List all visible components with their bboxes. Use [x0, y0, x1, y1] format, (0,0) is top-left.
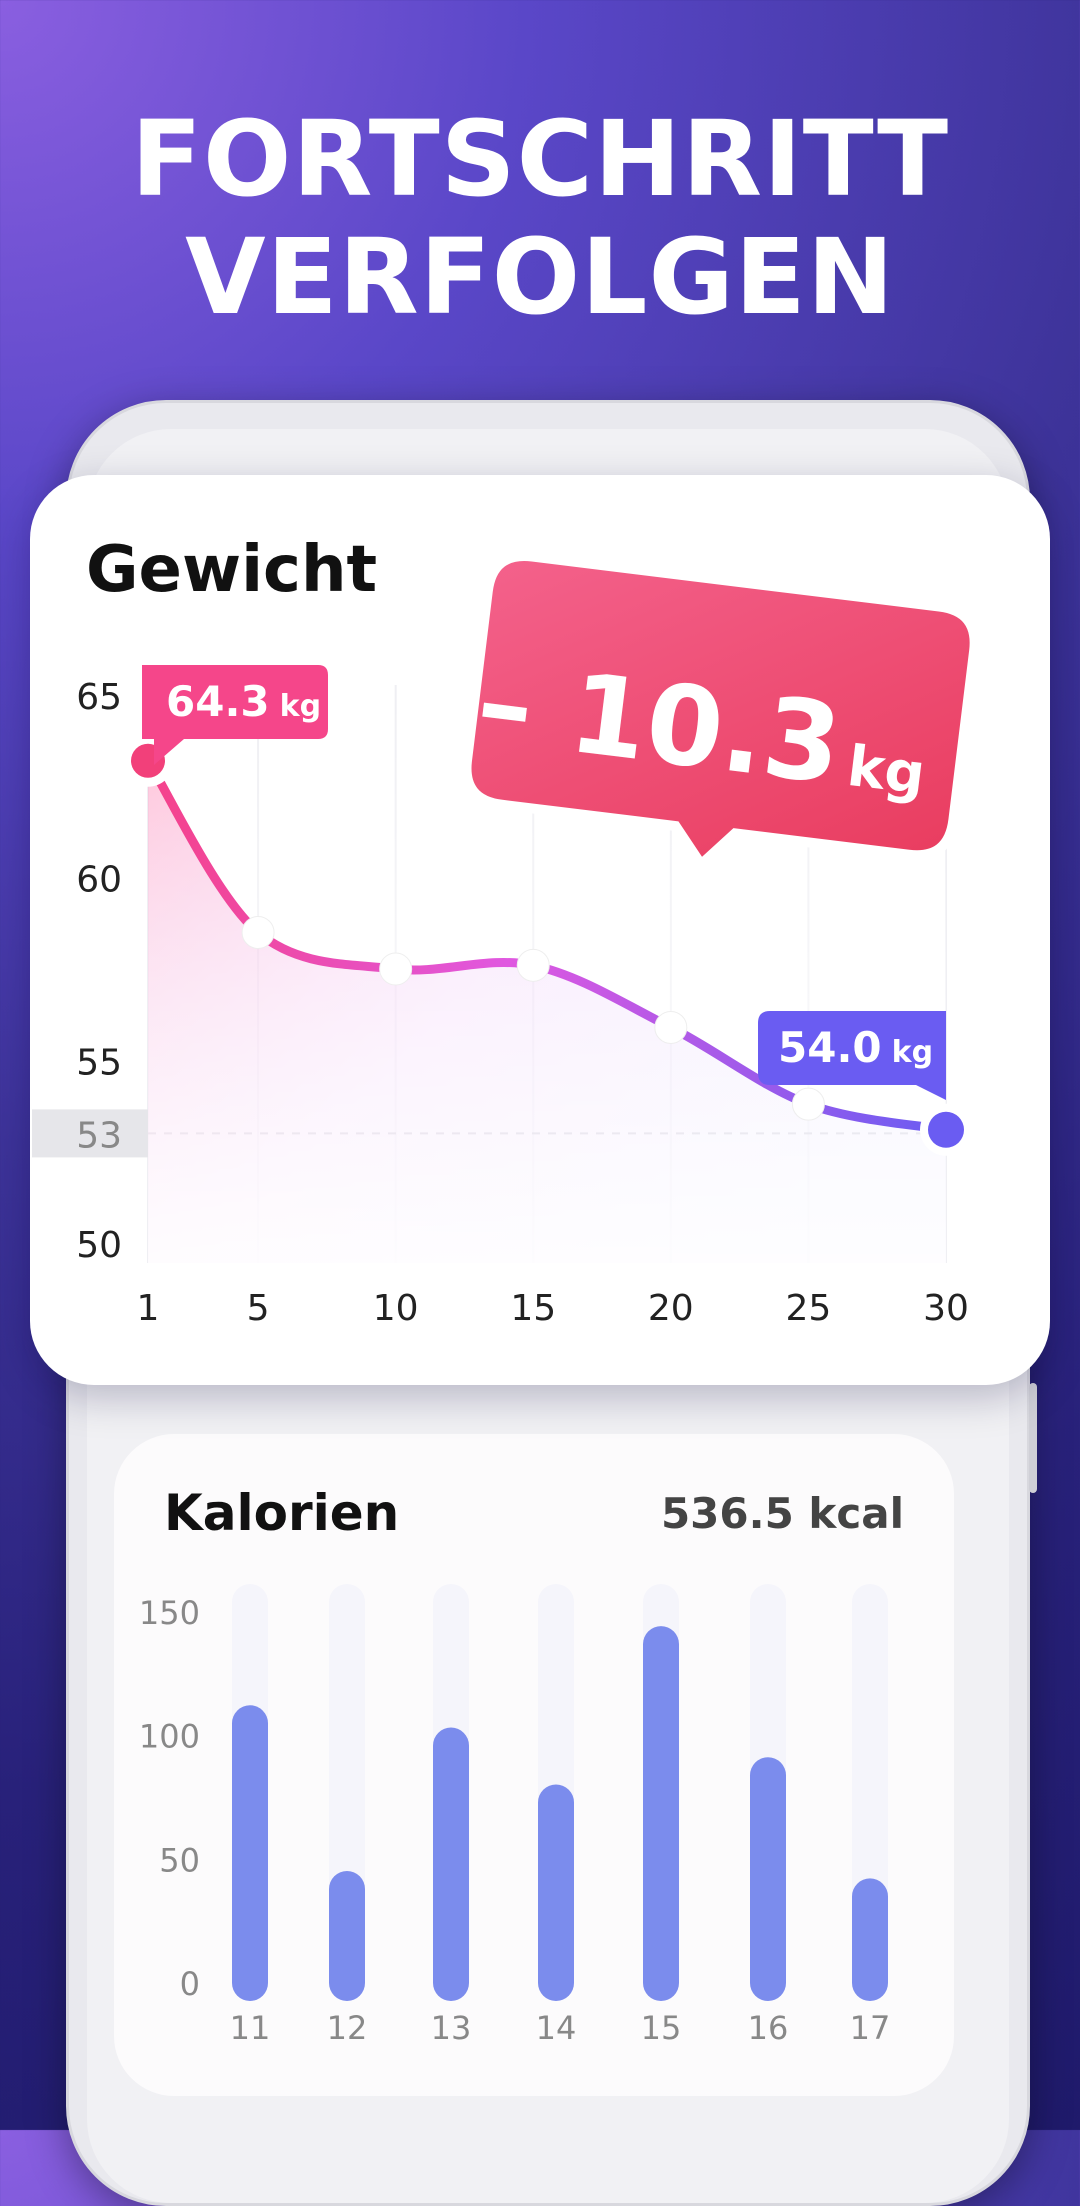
cal-y-tick-label: 150: [139, 1594, 200, 1632]
x-tick-label: 5: [247, 1288, 270, 1329]
cal-x-tick-label: 14: [536, 2009, 577, 2047]
calories-total: 536.5 kcal: [660, 1489, 904, 1538]
calories-title: Kalorien: [164, 1484, 400, 1542]
calorie-bar: [852, 1878, 888, 2001]
data-point: [241, 915, 275, 949]
y-tick-label: 50: [76, 1225, 122, 1266]
calories-bar-chart: 0 50 100 150 11 12 13 14 15 16 17: [139, 1584, 891, 2047]
end-value-tag: [758, 1011, 946, 1100]
y-tick-label: 65: [76, 677, 122, 718]
x-tick-label: 25: [786, 1288, 832, 1329]
cal-y-tick-label: 0: [180, 1965, 200, 2003]
calorie-bar: [433, 1727, 469, 2001]
start-value-tag: [142, 665, 328, 765]
cal-x-tick-label: 11: [230, 2009, 271, 2047]
cal-x-tick-label: 13: [431, 2009, 472, 2047]
data-point: [654, 1010, 688, 1044]
calorie-bar: [750, 1757, 786, 2001]
cal-x-tick-label: 15: [641, 2009, 682, 2047]
x-tick-label: 30: [923, 1288, 969, 1329]
cal-x-tick-label: 16: [748, 2009, 789, 2047]
calorie-bar: [643, 1626, 679, 2001]
calories-card: Kalorien 536.5 kcal 0 50 100 150 11 12 13 14 15 1…: [114, 1434, 954, 2096]
start-value-unit: kg: [280, 689, 321, 724]
calorie-bar: [329, 1871, 365, 2001]
x-tick-label: 20: [648, 1288, 694, 1329]
end-point: [928, 1111, 964, 1148]
area-fade: [148, 695, 946, 1263]
cal-x-tick-label: 12: [327, 2009, 368, 2047]
x-tick-label: 1: [137, 1288, 160, 1329]
end-value-label: 54.0 kg: [778, 1023, 933, 1072]
start-value-number: 64.3: [166, 677, 270, 726]
data-point: [791, 1087, 825, 1121]
y-tick-label: 53: [76, 1115, 122, 1156]
reference-band: [32, 1109, 148, 1158]
headline-line-1: FORTSCHRITT: [130, 98, 950, 220]
y-tick-label: 60: [76, 860, 122, 901]
start-value-label: 64.3 kg: [166, 677, 321, 726]
y-tick-label: 55: [76, 1042, 122, 1083]
cal-y-tick-label: 100: [139, 1718, 200, 1756]
headline-line-2: VERFOLGEN: [185, 216, 895, 338]
calorie-bar: [232, 1705, 268, 2001]
end-value-unit: kg: [892, 1035, 933, 1070]
cal-y-tick-label: 50: [159, 1841, 200, 1879]
weight-card: Gewicht 50 53 55 60 65 1 5 10 15 20 25 30 64.3 kg 54.0…: [30, 475, 1050, 1385]
cal-x-tick-label: 17: [850, 2009, 891, 2047]
data-point: [516, 948, 550, 982]
x-tick-label: 10: [373, 1288, 419, 1329]
data-point: [379, 952, 413, 986]
phone-side-button: [1029, 1383, 1037, 1493]
calorie-bar: [538, 1784, 574, 2001]
x-tick-label: 15: [510, 1288, 556, 1329]
end-value-number: 54.0: [778, 1023, 882, 1072]
weight-title: Gewicht: [86, 533, 378, 607]
headline: FORTSCHRITT VERFOLGEN: [0, 100, 1080, 336]
